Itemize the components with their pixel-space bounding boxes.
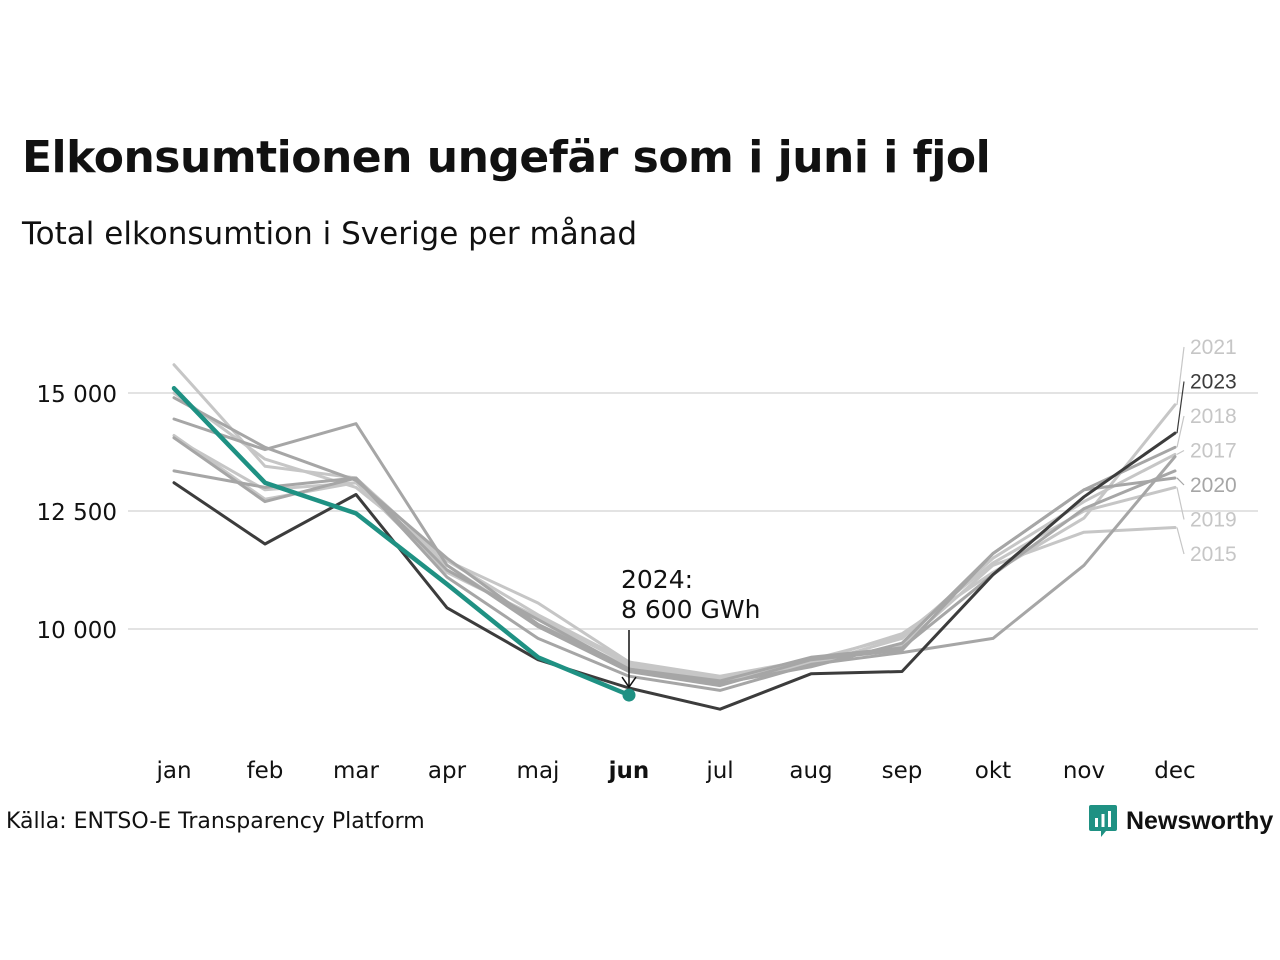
x-tick-label: maj bbox=[517, 758, 560, 784]
x-tick-label: mar bbox=[333, 758, 379, 784]
brand-logo[interactable]: Newsworthy bbox=[1088, 803, 1273, 839]
y-tick-label: 15 000 bbox=[37, 382, 117, 408]
end-label-2017: 2017 bbox=[1190, 440, 1237, 463]
annotation-year: 2024: bbox=[621, 565, 693, 594]
series-line-2022 bbox=[172, 396, 1177, 685]
newsworthy-icon bbox=[1089, 805, 1117, 837]
x-tick-label: sep bbox=[882, 758, 923, 784]
end-label-2018: 2018 bbox=[1190, 405, 1237, 428]
end-label-leader bbox=[1176, 477, 1185, 486]
series-line-2017 bbox=[172, 434, 1177, 683]
x-tick-label: jun bbox=[608, 758, 650, 784]
annotation-value: 8 600 GWh bbox=[621, 595, 760, 624]
chart-title: Elkonsumtionen ungefär som i juni i fjol bbox=[22, 132, 991, 183]
series-endpoint-2024 bbox=[622, 688, 636, 702]
end-label-leader bbox=[1176, 346, 1185, 405]
series-line-2021 bbox=[172, 363, 1177, 685]
annotation: 2024: 8 600 GWh bbox=[621, 565, 760, 689]
y-axis-ticks: 10 000 12 500 15 000 bbox=[37, 382, 117, 644]
end-label-leader bbox=[1176, 381, 1185, 434]
end-label-2023: 2023 bbox=[1190, 371, 1237, 394]
y-tick-label: 10 000 bbox=[37, 618, 117, 644]
source-note: Källa: ENTSO-E Transparency Platform bbox=[6, 809, 425, 834]
series-line-2019 bbox=[172, 391, 1177, 678]
series-lines bbox=[172, 363, 1177, 711]
x-tick-label: jul bbox=[705, 758, 733, 784]
series-line-2024 bbox=[171, 386, 632, 698]
annotation-arrowhead bbox=[621, 676, 637, 689]
series-line-2020 bbox=[172, 436, 1177, 692]
x-tick-label: feb bbox=[247, 758, 284, 784]
y-tick-label: 12 500 bbox=[37, 500, 117, 526]
x-tick-label: apr bbox=[428, 758, 467, 784]
end-label-leader bbox=[1176, 415, 1185, 448]
series-line-2023 bbox=[172, 431, 1177, 711]
x-axis-ticks: jan feb mar apr maj jun jul aug sep okt nov dec bbox=[155, 758, 1195, 784]
series-end-labels: 2021 2023 2018 2017 2020 2019 2015 bbox=[1176, 336, 1237, 566]
end-label-2020: 2020 bbox=[1190, 474, 1237, 497]
end-label-leader bbox=[1176, 487, 1185, 520]
x-tick-label: dec bbox=[1154, 758, 1195, 784]
end-label-leader bbox=[1176, 527, 1185, 555]
highlight-series bbox=[171, 386, 636, 702]
end-label-leader bbox=[1176, 449, 1185, 455]
x-tick-label: okt bbox=[975, 758, 1011, 784]
chart-subtitle: Total elkonsumtion i Sverige per månad bbox=[22, 216, 638, 252]
end-label-2019: 2019 bbox=[1190, 509, 1237, 532]
end-label-2021: 2021 bbox=[1190, 336, 1237, 359]
end-label-2015: 2015 bbox=[1190, 543, 1237, 566]
x-tick-label: aug bbox=[789, 758, 832, 784]
x-tick-label: nov bbox=[1063, 758, 1105, 784]
brand-name: Newsworthy bbox=[1126, 806, 1274, 835]
x-tick-label: jan bbox=[155, 758, 191, 784]
